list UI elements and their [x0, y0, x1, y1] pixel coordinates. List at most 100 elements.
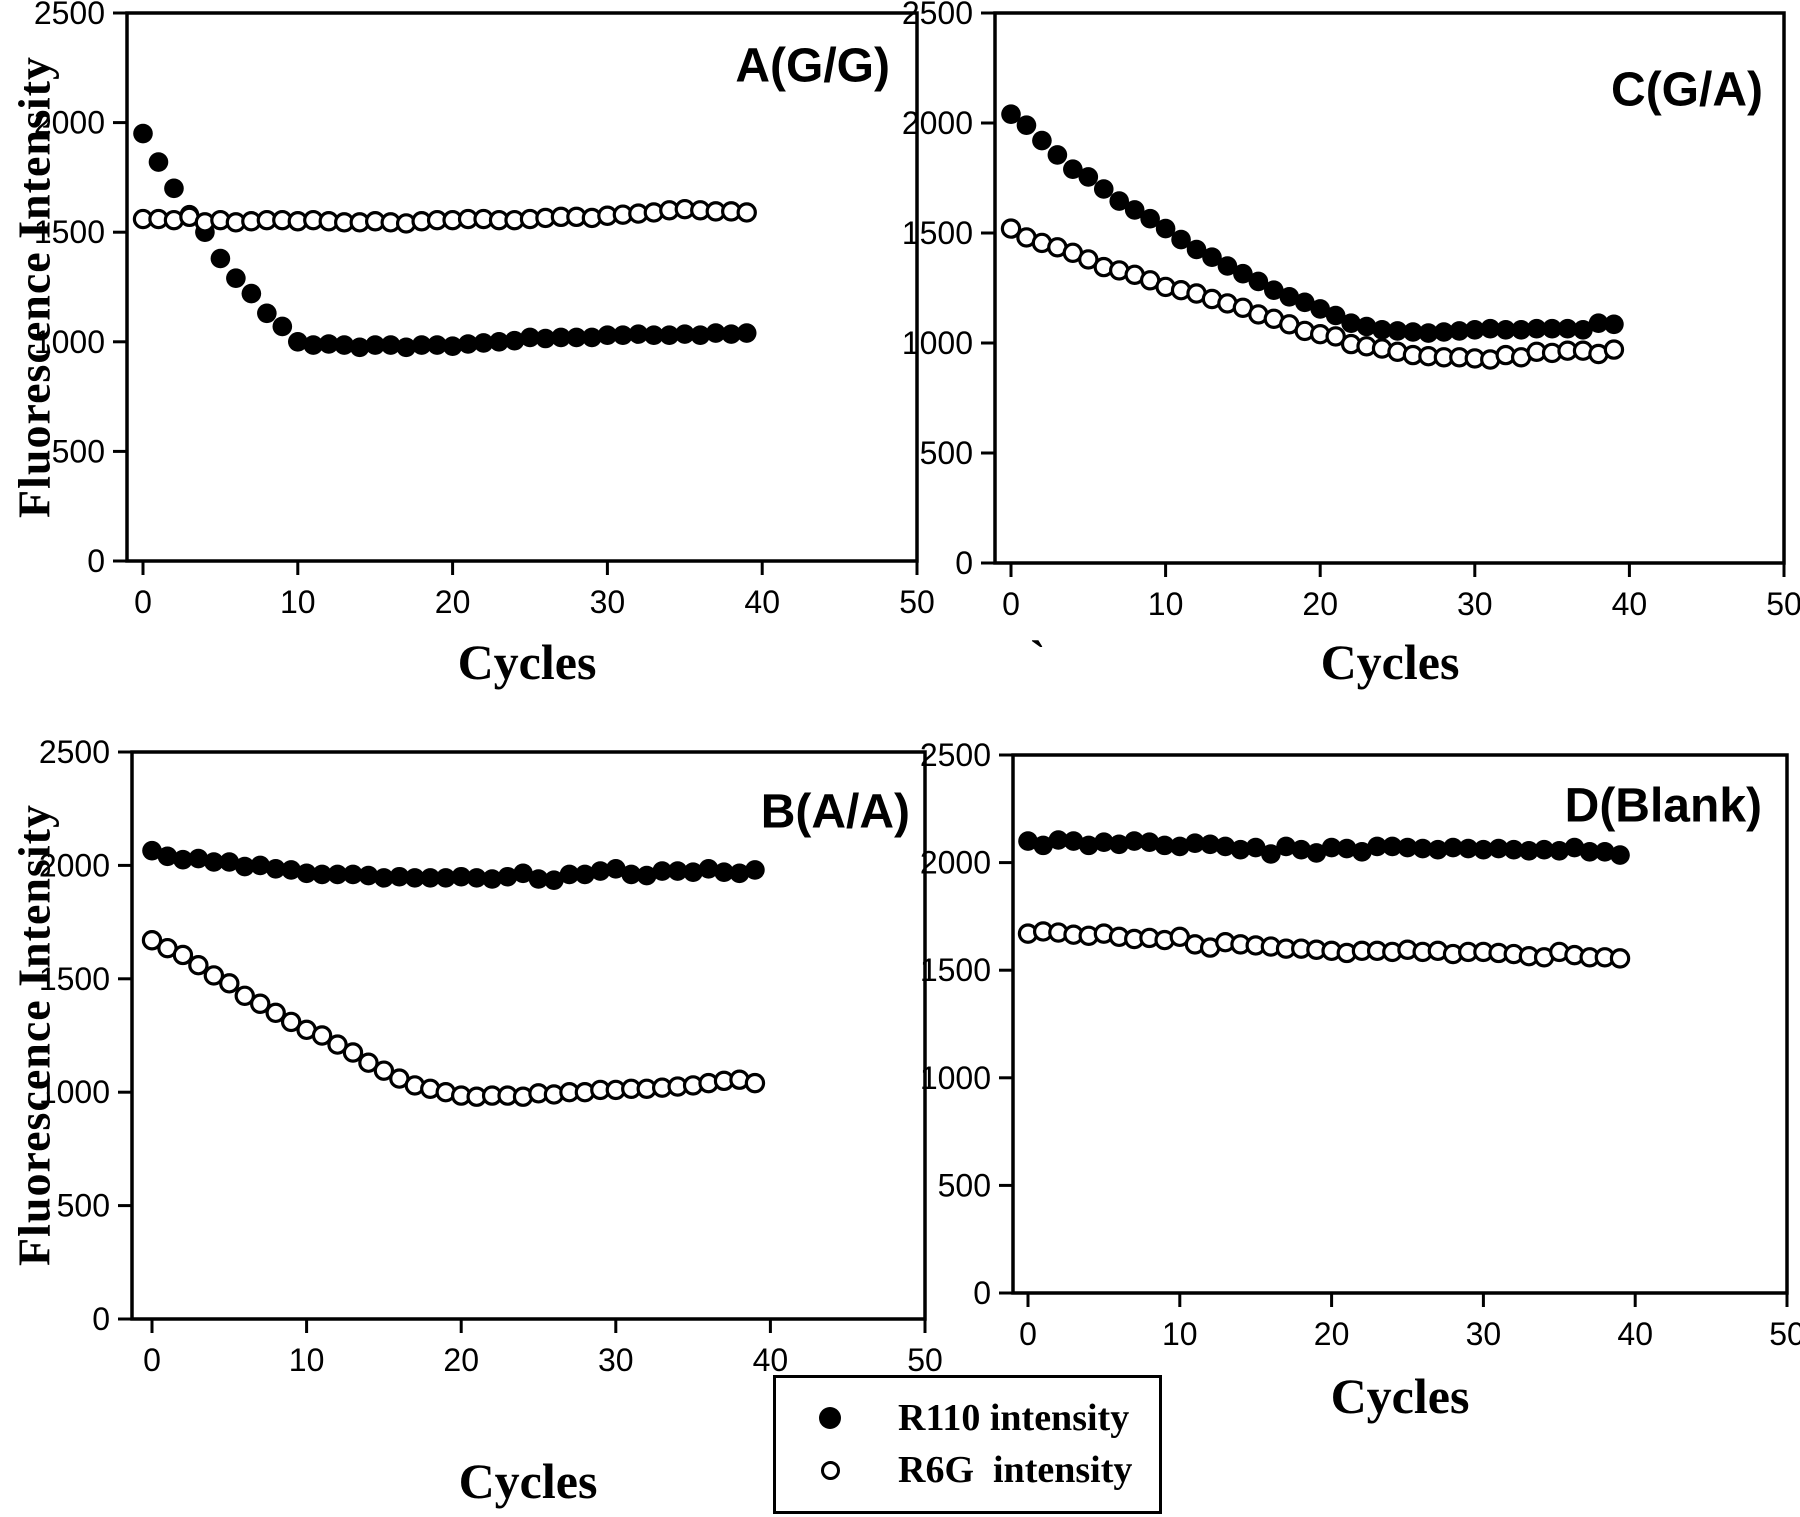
- plot-box: [130, 750, 927, 1321]
- r110-point: [303, 335, 324, 355]
- r110-point: [597, 325, 618, 346]
- r110-point: [1016, 115, 1037, 135]
- y-tick-label: 1500: [902, 215, 973, 251]
- r6g-point: [265, 1002, 286, 1024]
- y-tick-label: 500: [52, 433, 105, 469]
- r110-point: [606, 859, 626, 879]
- r110-point: [466, 868, 487, 888]
- r110-point: [628, 324, 649, 344]
- r110-point: [1185, 833, 1205, 854]
- r110-point: [405, 868, 425, 888]
- series-open: [1017, 921, 1631, 969]
- r110-point: [1171, 229, 1191, 250]
- r110-point: [265, 859, 286, 879]
- r110-point: [705, 323, 726, 343]
- r6g-point: [311, 1025, 333, 1046]
- r110-point: [1217, 256, 1238, 276]
- r6g-point: [736, 202, 757, 223]
- y-tick-label: 500: [57, 1188, 110, 1224]
- r110-point: [1325, 305, 1346, 326]
- r110-point: [1264, 280, 1284, 301]
- x-tick-label: 40: [744, 584, 780, 620]
- r110-point: [513, 863, 533, 884]
- r6g-point: [280, 1011, 302, 1033]
- r110-point: [745, 860, 765, 880]
- r6g-point: [1603, 339, 1625, 360]
- panel-title-b: B(A/A): [760, 785, 910, 839]
- r110-point: [1186, 239, 1207, 260]
- r110-point: [1473, 839, 1494, 860]
- r110-point: [528, 869, 549, 889]
- r110-point: [1382, 836, 1403, 857]
- r110-point: [575, 864, 595, 885]
- y-tick-label: 1000: [902, 325, 973, 361]
- r110-point: [349, 337, 370, 358]
- r110-point: [1564, 837, 1585, 858]
- r110-point: [1321, 837, 1342, 858]
- r110-point: [1604, 314, 1624, 335]
- r110-point: [1511, 320, 1531, 340]
- r110-point: [1542, 318, 1562, 339]
- x-axis-title-panel-c: Cycles: [1320, 634, 1460, 690]
- r110-point: [1279, 287, 1300, 307]
- y-tick-label: 2000: [39, 847, 110, 883]
- y-tick-label: 2500: [39, 734, 110, 770]
- r110-point: [257, 303, 277, 324]
- r110-point: [312, 864, 332, 885]
- r110-point: [1341, 313, 1361, 334]
- r110-point: [1310, 299, 1330, 319]
- r110-point: [520, 327, 540, 348]
- r110-point: [1048, 830, 1069, 850]
- r110-point: [164, 178, 184, 199]
- r110-point: [544, 870, 564, 890]
- r110-point: [636, 865, 657, 886]
- r110-point: [489, 332, 509, 352]
- open-circle-icon: [818, 1458, 842, 1482]
- r110-point: [1094, 832, 1114, 852]
- r110-point: [1291, 839, 1312, 860]
- panel-A(G/G): 0 500 1000 1500 2000 2500 0 10 20 30 40 50: [34, 0, 935, 620]
- r6g-point: [1078, 249, 1099, 270]
- r6g-point: [744, 1072, 766, 1094]
- r110-point: [241, 283, 262, 304]
- r110-point: [1230, 839, 1251, 860]
- r110-point: [1458, 838, 1479, 859]
- r110-point: [1294, 292, 1315, 313]
- panel-C(G/A): 0 500 1000 1500 2000 2500 0 10 20 30 40 50: [902, 0, 1800, 622]
- plot-box: [125, 11, 919, 563]
- x-tick-label: 30: [598, 1342, 634, 1378]
- y-tick-label: 2000: [902, 105, 973, 141]
- r110-point: [1248, 271, 1269, 292]
- r110-point: [458, 334, 478, 354]
- r6g-point: [234, 985, 255, 1007]
- r110-point: [667, 861, 688, 881]
- r110-point: [482, 869, 502, 889]
- r110-point: [1276, 836, 1296, 857]
- y-tick-label: 0: [92, 1301, 110, 1337]
- r110-point: [451, 866, 472, 887]
- r110-point: [1078, 167, 1099, 187]
- r110-point: [621, 864, 642, 885]
- x-tick-label: 20: [1302, 586, 1338, 622]
- scan-artifact-mark: `: [1030, 631, 1046, 682]
- r110-point: [590, 861, 611, 881]
- r110-point: [148, 152, 169, 172]
- series-open: [132, 198, 757, 234]
- panel-title-a: A(G/G): [735, 39, 890, 93]
- r110-point: [675, 324, 695, 344]
- r110-point: [1109, 191, 1130, 211]
- y-tick-label: 1000: [920, 1060, 991, 1096]
- r110-point: [1480, 318, 1501, 339]
- r6g-point: [203, 965, 225, 986]
- y-tick-label: 0: [87, 543, 105, 579]
- r110-point: [1595, 842, 1615, 862]
- r6g-point: [219, 973, 240, 994]
- x-tick-label: 30: [1466, 1316, 1502, 1352]
- r110-point: [1140, 208, 1160, 229]
- x-tick-label: 20: [1314, 1316, 1350, 1352]
- y-tick-label: 500: [920, 435, 973, 471]
- y-tick-label: 1000: [39, 1074, 110, 1110]
- legend-item-r110: R110 intensity: [776, 1392, 1159, 1444]
- r110-point: [1047, 145, 1068, 165]
- r110-point: [380, 335, 401, 355]
